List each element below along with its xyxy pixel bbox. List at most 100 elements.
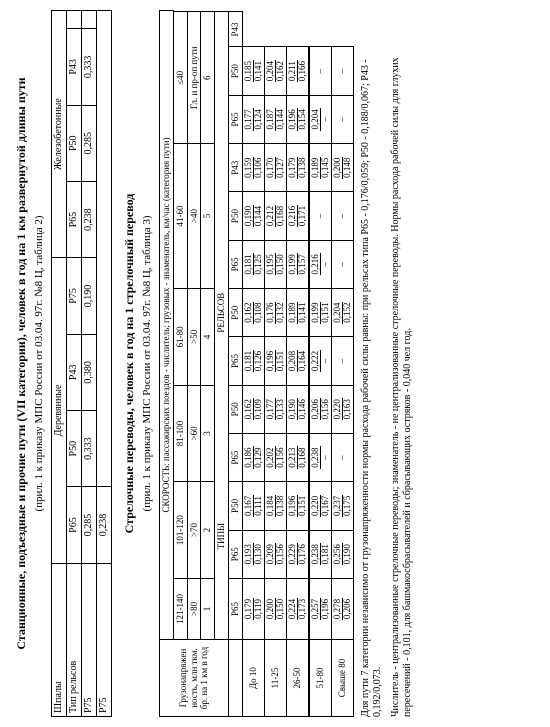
data-cell: 0,2370,175 [331,482,353,530]
c4n: 4 [201,289,215,386]
hdr-relsov: РЕЛЬСОВ [215,192,229,434]
h-p65: Р65 [228,337,242,385]
footnote-1: Для пути 7 категории независимо от грузо… [360,10,384,717]
data-cell: 0,1960,151 [264,337,286,385]
data-cell: 0,1900,146 [286,385,309,433]
hdr-shpaly: Шпалы [52,563,67,716]
v-dp43: 0,380 [82,334,97,410]
c6t: ≤40 [173,12,187,144]
data-cell: 0,1990,157 [286,240,309,288]
data-cell: 0,2020,156 [264,433,286,481]
data-cell: 0,2110,166 [286,47,309,95]
c6n: 6 [201,12,215,144]
h-p43: Р43 [228,12,242,47]
data-cell: 0,1950,150 [264,240,286,288]
footnote-2: Числитель - централизованные стрелочные … [390,10,414,717]
c2t: 101-120 [173,482,187,579]
h-p65: Р65 [228,433,242,481]
data-cell: – [309,47,332,95]
v-dp50: 0,333 [82,410,97,486]
data-cell: 0,1840,138 [264,482,286,530]
c-p75: Р75 [67,258,82,334]
data-cell: 0,1790,119 [242,578,264,639]
c3b: >60 [187,385,201,482]
hdr-load: Грузонапряжен ность, млн ткм. бр. на 1 к… [160,640,229,717]
h-p65: Р65 [228,530,242,578]
data-cell: 0,2200,163 [331,385,353,433]
r-p75: Р75 [82,563,97,716]
data-cell: 0,1760,132 [264,289,286,337]
data-cell: 0,1850,141 [242,47,264,95]
c2b: >70 [187,482,201,579]
hdr-derev: Деревянные [52,258,67,563]
h-p50: Р50 [228,385,242,433]
data-cell: 0,2380,181 [309,530,332,578]
page-content: Станционные, подъездные и прочие пути (V… [10,10,414,717]
data-cell: 0,238– [309,433,332,481]
data-cell: – [331,192,353,240]
data-cell: 0,222– [309,337,332,385]
h-p50: Р50 [228,289,242,337]
data-cell: 0,1770,133 [264,385,286,433]
table1-subtitle: (прил. 1 к приказу МПС России от 03.04. … [33,10,45,717]
c1t: 121-140 [173,578,187,639]
data-cell: 0,1620,108 [242,289,264,337]
data-cell: 0,1590,106 [242,144,264,192]
c1b: >80 [187,578,201,639]
c-p43-2: Р43 [67,29,82,105]
hdr-zhelez: Железобетонные [52,11,67,258]
data-cell: 0,1860,129 [242,433,264,481]
data-cell: 0,1960,151 [286,482,309,530]
c5t: 41-60 [173,144,187,289]
c5n: 5 [201,144,215,289]
h-p65: Р65 [228,578,242,639]
data-cell: 0,2000,148 [331,144,353,192]
data-cell: 0,1790,138 [286,144,309,192]
h-p65: Р65 [228,240,242,288]
c-p43: Р43 [67,334,82,410]
c5b: >40 [187,144,201,289]
data-cell: – [331,47,353,95]
data-cell: 0,1930,130 [242,530,264,578]
data-cell: 0,204– [309,95,332,143]
data-cell: 0,2040,162 [264,47,286,95]
v-dp75: 0,238 [97,487,112,563]
data-cell: 0,1890,141 [286,289,309,337]
data-cell: 0,1890,145 [309,144,332,192]
data-cell: 0,2200,167 [309,482,332,530]
c6b: Гл. и пр-оп пути [187,12,201,144]
c-p65: Р65 [67,487,82,563]
r-p75b: Р75 [97,563,112,716]
data-cell: 0,1990,151 [309,289,332,337]
h-p50: Р50 [228,482,242,530]
data-cell: 0,1810,126 [242,337,264,385]
data-cell: 0,2040,152 [331,289,353,337]
row-label: 51-80 [309,640,332,717]
data-cell: 0,1620,109 [242,385,264,433]
row-label: До 10 [242,640,264,717]
c1n: 1 [201,578,215,639]
data-cell: – [309,192,332,240]
data-cell: 0,2120,168 [264,192,286,240]
c3n: 3 [201,385,215,482]
h-p50: Р50 [228,192,242,240]
v-zp50: 0,285 [82,105,97,181]
data-cell: 0,2240,173 [286,578,309,639]
c-p50: Р50 [67,410,82,486]
table2: Грузонапряжен ность, млн ткм. бр. на 1 к… [159,10,354,717]
c-p65-2: Р65 [67,181,82,257]
data-cell: 0,2090,156 [264,530,286,578]
data-cell: 0,1810,125 [242,240,264,288]
table1: Шпалы Деревянные Железобетонные Тип рель… [51,10,112,717]
row-label: 11-25 [264,640,286,717]
data-cell: 0,2570,196 [309,578,332,639]
data-cell: 0,2780,206 [331,578,353,639]
data-cell: 0,2290,176 [286,530,309,578]
data-cell: 0,2160,171 [286,192,309,240]
data-cell: 0,2130,168 [286,433,309,481]
hdr-tip: Тип рельсов [67,563,82,716]
v-dp65: 0,285 [82,487,97,563]
data-cell: 0,2080,164 [286,337,309,385]
table2-title: Стрелочные переводы, человек в год на 1 … [122,10,137,717]
data-cell: – [331,337,353,385]
